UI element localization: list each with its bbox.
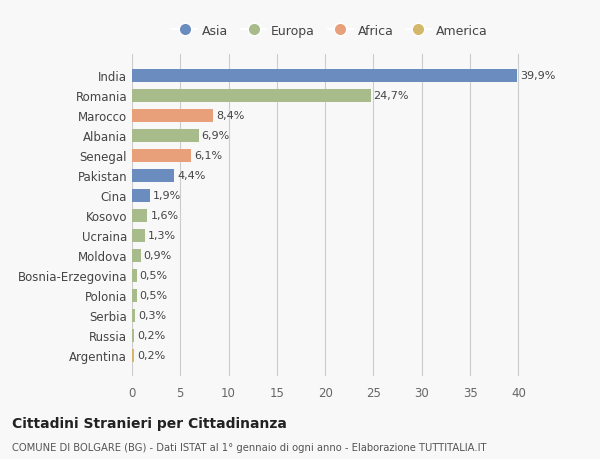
Bar [132, 129, 199, 142]
Bar [132, 209, 148, 222]
Text: 4,4%: 4,4% [178, 171, 206, 181]
Text: 6,1%: 6,1% [194, 151, 222, 161]
Text: COMUNE DI BOLGARE (BG) - Dati ISTAT al 1° gennaio di ogni anno - Elaborazione TU: COMUNE DI BOLGARE (BG) - Dati ISTAT al 1… [12, 442, 487, 452]
Text: 1,6%: 1,6% [151, 211, 178, 221]
Text: 1,3%: 1,3% [148, 231, 176, 241]
Bar [132, 249, 140, 262]
Bar [132, 349, 134, 362]
Text: 0,2%: 0,2% [137, 350, 165, 360]
Text: 8,4%: 8,4% [216, 111, 244, 121]
Text: 0,9%: 0,9% [143, 251, 172, 261]
Text: 39,9%: 39,9% [520, 71, 556, 81]
Text: 0,2%: 0,2% [137, 330, 165, 340]
Bar [132, 289, 137, 302]
Bar [132, 309, 135, 322]
Text: 1,9%: 1,9% [153, 191, 181, 201]
Bar [132, 229, 145, 242]
Bar [132, 110, 213, 123]
Bar [132, 150, 191, 162]
Text: 0,5%: 0,5% [140, 291, 168, 301]
Text: 0,5%: 0,5% [140, 270, 168, 280]
Bar [132, 70, 517, 83]
Text: 0,3%: 0,3% [138, 310, 166, 320]
Bar [132, 269, 137, 282]
Text: 6,9%: 6,9% [202, 131, 230, 141]
Bar [132, 169, 175, 182]
Bar [132, 329, 134, 342]
Legend: Asia, Europa, Africa, America: Asia, Europa, Africa, America [167, 20, 493, 43]
Bar [132, 90, 371, 102]
Text: 24,7%: 24,7% [373, 91, 409, 101]
Text: Cittadini Stranieri per Cittadinanza: Cittadini Stranieri per Cittadinanza [12, 416, 287, 430]
Bar [132, 189, 151, 202]
